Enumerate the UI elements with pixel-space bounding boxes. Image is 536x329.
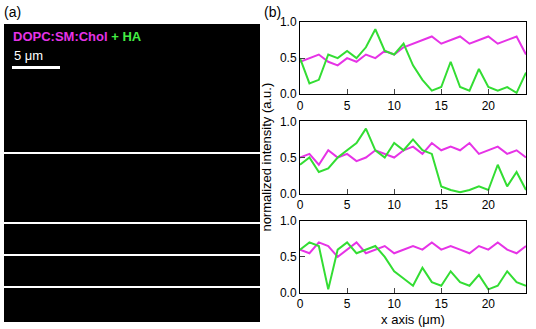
html-text:DOPC:SM:Chol + HA: DOPC:SM:Chol + HA [13,29,142,44]
svg-text:1.0: 1.0 [280,214,297,228]
svg-text:0.5: 0.5 [280,51,297,65]
svg-text:0.0: 0.0 [280,87,297,101]
svg-text:5: 5 [344,297,351,311]
svg-text:0.5: 0.5 [280,250,297,264]
svg-text:0.0: 0.0 [280,187,297,201]
svg-text:x axis (μm): x axis (μm) [381,312,445,327]
svg-text:5: 5 [344,99,351,113]
svg-text:10: 10 [387,297,401,311]
svg-text:20: 20 [482,99,496,113]
svg-text:normalized intensity (a.u.): normalized intensity (a.u.) [259,83,274,232]
html-text:5 μm: 5 μm [14,48,44,63]
svg-text:10: 10 [387,198,401,212]
svg-text:1.0: 1.0 [280,115,297,129]
svg-text:0.0: 0.0 [280,286,297,300]
svg-text:15: 15 [435,297,449,311]
svg-text:20: 20 [482,297,496,311]
svg-text:5: 5 [344,198,351,212]
svg-text:15: 15 [435,99,449,113]
svg-text:1.0: 1.0 [280,15,297,29]
svg-text:(b): (b) [264,4,281,20]
html-text:(a): (a) [4,4,22,20]
svg-text:15: 15 [435,198,449,212]
svg-text:0.5: 0.5 [280,151,297,165]
svg-text:20: 20 [482,198,496,212]
svg-text:10: 10 [387,99,401,113]
svg-text:0: 0 [297,198,304,212]
svg-text:0: 0 [297,297,304,311]
svg-text:0: 0 [297,99,304,113]
